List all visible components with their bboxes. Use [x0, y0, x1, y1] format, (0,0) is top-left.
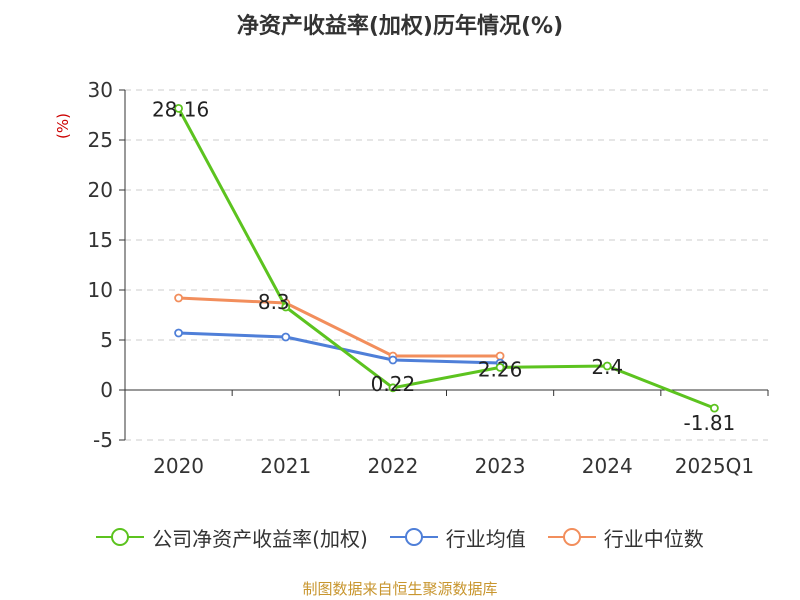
legend-swatch-company-roe [96, 527, 145, 547]
data-label: 28.16 [152, 97, 209, 121]
data-point [174, 293, 183, 303]
legend-swatch-industry-median [547, 527, 596, 547]
series-industry-median-line [178, 296, 501, 358]
y-tick-label: -5 [93, 428, 113, 452]
data-label: 2.26 [478, 357, 523, 381]
y-tick-label: 20 [88, 178, 113, 202]
data-label: 0.22 [371, 372, 416, 396]
y-axis-title: (%) [54, 113, 72, 139]
data-point [281, 332, 291, 342]
y-tick-label: 10 [88, 278, 113, 302]
legend-label-industry-mean: 行业均值 [445, 526, 526, 551]
chart-legend: 公司净资产收益率(加权) 行业均值 行业中位数 [0, 520, 800, 554]
data-label: 8.3 [258, 290, 290, 314]
legend-label-company-roe: 公司净资产收益率(加权) [152, 526, 368, 551]
y-tick-label: 0 [100, 378, 113, 402]
y-tick-label: 15 [88, 228, 113, 252]
data-point [388, 355, 398, 365]
source-note: 制图数据来自恒生聚源数据库 [302, 580, 498, 598]
legend-item-industry-median[interactable]: 行业中位数 [547, 523, 704, 552]
legend-item-industry-mean[interactable]: 行业均值 [389, 523, 526, 552]
data-point [281, 302, 291, 312]
x-tick-label: 2022 [367, 454, 418, 478]
data-point [602, 361, 612, 371]
data-point [495, 362, 505, 372]
legend-swatch-industry-mean [389, 527, 438, 547]
x-tick-label: 2024 [582, 454, 633, 478]
data-point [174, 104, 183, 113]
data-point [388, 383, 398, 393]
x-tick-label: 2021 [260, 454, 311, 478]
x-tick-label: 2020 [153, 454, 204, 478]
y-tick-label: 5 [100, 328, 113, 352]
data-label: -1.81 [684, 411, 736, 435]
y-tick-label: 30 [88, 78, 113, 102]
legend-label-industry-median: 行业中位数 [603, 526, 704, 551]
chart-title: 净资产收益率(加权)历年情况(%) [236, 14, 564, 39]
x-tick-label: 2025Q1 [675, 454, 754, 478]
data-label: 2.4 [591, 355, 623, 379]
series-company-roe-line [177, 107, 715, 410]
x-tick-label: 2023 [475, 454, 526, 478]
legend-item-company-roe[interactable]: 公司净资产收益率(加权) [96, 523, 368, 552]
data-point [710, 403, 719, 413]
y-tick-label: 25 [88, 128, 113, 152]
data-point [174, 328, 183, 338]
